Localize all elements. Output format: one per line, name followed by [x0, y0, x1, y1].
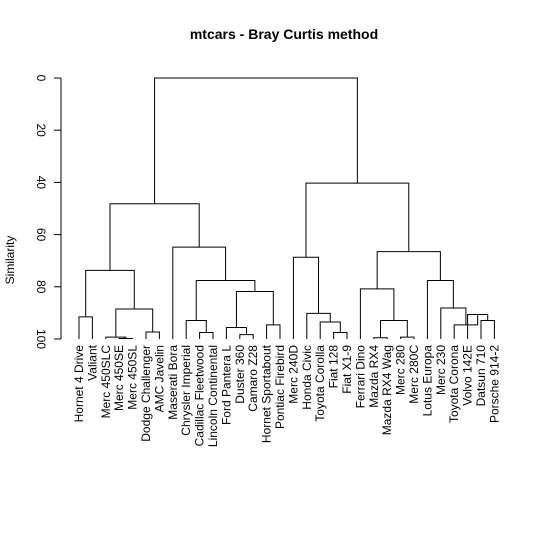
- leaf-label: Ford Pantera L: [219, 345, 233, 425]
- leaf-label: Mazda RX4 Wag: [380, 345, 394, 435]
- leaf-label: Fiat X1-9: [340, 345, 354, 394]
- leaf-label: Hornet Sportabout: [260, 344, 274, 443]
- leaf-label: Porsche 914-2: [487, 345, 501, 423]
- leaf-label: Hornet 4 Drive: [72, 345, 86, 423]
- dendrogram-link: [319, 321, 341, 339]
- leaf-label: Merc 450SLC: [99, 345, 113, 419]
- leaf-label: Lincoln Continental: [206, 345, 220, 447]
- dendrogram-link: [376, 251, 441, 289]
- y-axis-label: Similarity: [3, 236, 17, 285]
- dendrogram-link: [172, 246, 227, 339]
- dendrogram-link: [266, 324, 281, 339]
- leaf-label: Maserati Bora: [166, 345, 180, 420]
- dendrogram-links: [78, 77, 495, 339]
- leaf-label: Honda Civic: [300, 345, 314, 410]
- leaf-label: Datsun 710: [474, 345, 488, 407]
- dendrogram-link: [235, 290, 274, 328]
- dendrogram-link: [359, 288, 395, 339]
- leaf-label: Duster 360: [233, 345, 247, 404]
- leaf-label: Merc 450SE: [112, 345, 126, 411]
- dendrogram-link: [305, 182, 410, 258]
- dendrogram-link: [195, 280, 256, 321]
- dendrogram-link: [145, 331, 160, 339]
- leaf-label: AMC Javelin: [152, 345, 166, 412]
- dendrogram-link: [292, 256, 320, 339]
- dendrogram-link: [239, 334, 254, 339]
- leaf-label: Dodge Challenger: [139, 345, 153, 442]
- dendrogram-link: [199, 331, 214, 339]
- leaf-label: Merc 280C: [407, 345, 421, 404]
- dendrogram-link: [373, 337, 388, 339]
- y-tick-label: 60: [34, 228, 48, 242]
- leaf-label: Pontiac Firebird: [273, 345, 287, 429]
- leaf-label: Merc 230: [434, 345, 448, 395]
- dendrogram-link: [480, 319, 495, 339]
- chart-title: mtcars - Bray Curtis method: [190, 26, 378, 42]
- dendrogram-link: [109, 203, 200, 271]
- leaf-label: Mazda RX4: [367, 345, 381, 408]
- leaf-label: Cadillac Fleetwood: [193, 345, 207, 446]
- dendrogram-link: [118, 337, 134, 339]
- leaf-label: Lotus Europa: [420, 345, 434, 417]
- dendrogram-link: [306, 312, 331, 339]
- y-tick-label: 20: [34, 124, 48, 138]
- dendrogram-link: [154, 77, 358, 204]
- y-tick-label: 40: [34, 176, 48, 190]
- leaf-label: Merc 450SL: [126, 345, 140, 410]
- dendrogram-link: [333, 331, 348, 339]
- dendrogram-link: [85, 269, 135, 317]
- leaf-label: Camaro Z28: [246, 345, 260, 412]
- leaf-label: Toyota Corolla: [313, 345, 327, 422]
- y-tick-label: 0: [34, 75, 48, 82]
- leaf-label: Merc 240D: [286, 345, 300, 404]
- dendrogram-link: [380, 319, 408, 338]
- leaf-label: Valiant: [85, 344, 99, 380]
- dendrogram-link: [115, 308, 154, 338]
- y-tick-label: 100: [34, 329, 48, 349]
- leaf-label: Merc 280: [394, 345, 408, 395]
- y-axis: 0 20 40 60 80 100: [34, 75, 62, 349]
- dendrogram-link: [400, 336, 415, 339]
- leaf-label: Ferrari Dino: [353, 345, 367, 409]
- y-tick-label: 80: [34, 280, 48, 294]
- dendrogram-link: [185, 319, 207, 339]
- leaf-labels: Hornet 4 Drive Valiant Merc 450SLC Merc 450…: [72, 344, 501, 447]
- leaf-label: Volvo 142E: [461, 345, 475, 406]
- dendrogram-link: [440, 307, 467, 339]
- dendrogram-link: [78, 316, 93, 339]
- leaf-label: Toyota Corona: [447, 345, 461, 423]
- leaf-label: Fiat 128: [327, 345, 341, 389]
- dendrogram-link: [225, 327, 247, 339]
- leaf-label: Chrysler Imperial: [179, 345, 193, 436]
